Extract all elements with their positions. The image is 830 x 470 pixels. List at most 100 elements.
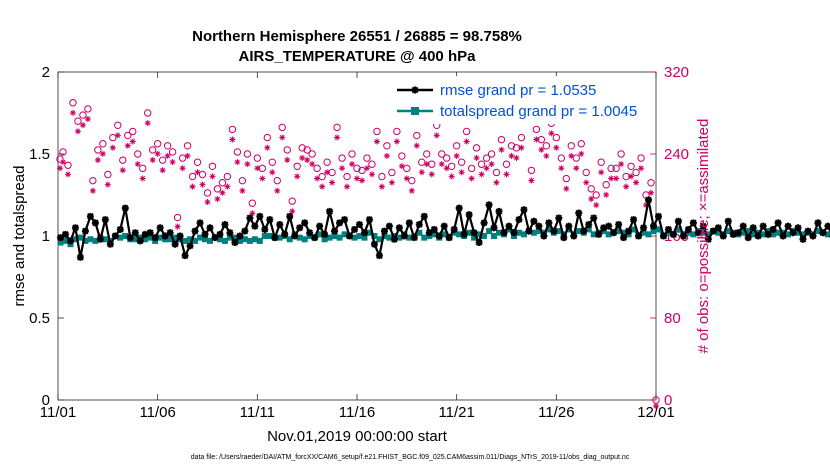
- rmse-point: [714, 224, 722, 232]
- x-tick-label: 11/16: [339, 404, 375, 421]
- rmse-point: [201, 230, 209, 238]
- y-right-axis-label: # of obs: o=possible; ×=assimilated: [695, 119, 712, 354]
- totalspread-point: [197, 234, 204, 241]
- obs-assimilated-point: [59, 159, 66, 166]
- rmse-point: [251, 222, 259, 230]
- rmse-point: [96, 235, 104, 243]
- totalspread-point: [236, 237, 243, 244]
- totalspread-point: [87, 236, 94, 243]
- obs-possible-point: [308, 150, 316, 158]
- rmse-point: [744, 234, 752, 242]
- obs-possible-point: [383, 142, 391, 150]
- obs-possible-point: [582, 168, 590, 177]
- rmse-point: [470, 229, 478, 237]
- obs-possible-point: [303, 146, 311, 154]
- obs-assimilated-point: [553, 144, 560, 151]
- obs-possible-point: [552, 133, 561, 142]
- rmse-point: [336, 219, 344, 227]
- totalspread-point: [740, 229, 747, 236]
- obs-possible-point: [223, 172, 232, 181]
- obs-assimilated-point: [608, 175, 615, 182]
- rmse-point: [61, 230, 69, 238]
- rmse-point: [759, 222, 767, 230]
- rmse-point: [734, 229, 742, 237]
- rmse-point: [804, 227, 812, 235]
- totalspread-point: [266, 233, 273, 239]
- obs-assimilated-point: [493, 179, 500, 186]
- obs-possible-point: [153, 140, 162, 148]
- obs-possible-point: [248, 199, 257, 207]
- totalspread-point: [102, 236, 109, 243]
- rmse-point: [156, 224, 164, 232]
- obs-assimilated-point: [269, 169, 276, 176]
- obs-assimilated-point: [169, 159, 176, 166]
- rmse-point: [605, 222, 613, 230]
- totalspread-point: [466, 229, 473, 236]
- totalspread-point: [356, 233, 363, 239]
- rmse-point: [286, 212, 294, 220]
- obs-possible-point: [353, 164, 361, 173]
- rmse-point: [689, 219, 697, 227]
- obs-assimilated-point: [568, 152, 575, 159]
- obs-assimilated-point: [224, 183, 231, 190]
- obs-possible-point: [253, 154, 262, 162]
- obs-possible-point: [532, 125, 541, 134]
- obs-possible-point: [423, 150, 431, 158]
- rmse-line: [59, 198, 830, 259]
- totalspread-point: [396, 234, 403, 241]
- totalspread-point: [326, 234, 333, 241]
- legend-rmse-label: rmse grand pr = 1.0535: [440, 82, 596, 99]
- rmse-point: [585, 221, 593, 229]
- rmse-point: [560, 234, 568, 242]
- totalspread-point: [276, 234, 283, 241]
- obs-assimilated-point: [139, 175, 146, 182]
- obs-assimilated-point: [189, 183, 196, 190]
- obs-assimilated-point: [588, 195, 595, 202]
- obs-assimilated-point: [628, 173, 635, 180]
- y-tick-label: 1.5: [29, 146, 50, 163]
- obs-possible-point: [148, 146, 157, 154]
- totalspread-point: [187, 236, 194, 243]
- obs-assimilated-point: [249, 210, 256, 217]
- obs-assimilated-point: [279, 134, 286, 141]
- totalspread-point: [246, 237, 253, 244]
- rmse-point: [66, 237, 74, 245]
- x-tick-label: 11/26: [538, 404, 574, 421]
- totalspread-point: [520, 231, 527, 238]
- rmse-point: [485, 201, 493, 209]
- y-tick-label: 1: [42, 228, 50, 245]
- rmse-point: [281, 230, 289, 238]
- obs-assimilated-point: [79, 122, 86, 129]
- rmse-point: [370, 240, 378, 248]
- totalspread-point: [182, 237, 189, 244]
- obs-assimilated-point: [184, 152, 191, 159]
- totalspread-point: [376, 236, 383, 243]
- obs-possible-point: [79, 111, 87, 119]
- obs-assimilated-point: [363, 165, 370, 172]
- rmse-point: [321, 230, 329, 238]
- totalspread-point: [192, 237, 199, 244]
- legend-rmse-marker-glyph: [411, 86, 419, 94]
- rmse-point: [450, 225, 458, 233]
- obs-possible-point: [298, 144, 306, 152]
- totalspread-point: [167, 236, 174, 243]
- obs-possible-point: [592, 191, 600, 199]
- obs-assimilated-point: [89, 187, 96, 194]
- rmse-point: [141, 230, 149, 238]
- totalspread-point: [456, 231, 463, 238]
- rmse-point: [754, 232, 762, 240]
- rmse-point: [540, 232, 548, 240]
- totalspread-point: [655, 226, 662, 233]
- totalspread-point: [620, 229, 627, 236]
- totalspread-point: [72, 236, 79, 243]
- totalspread-point: [750, 231, 757, 238]
- obs-assimilated-point: [548, 130, 555, 137]
- obs-possible-point: [238, 176, 247, 185]
- totalspread-point: [321, 236, 328, 243]
- totalspread-point: [386, 234, 393, 241]
- obs-assimilated-point: [314, 175, 321, 182]
- rmse-point: [480, 219, 488, 227]
- rmse-point: [116, 225, 124, 233]
- y-axis-label: rmse and totalspread: [11, 166, 28, 307]
